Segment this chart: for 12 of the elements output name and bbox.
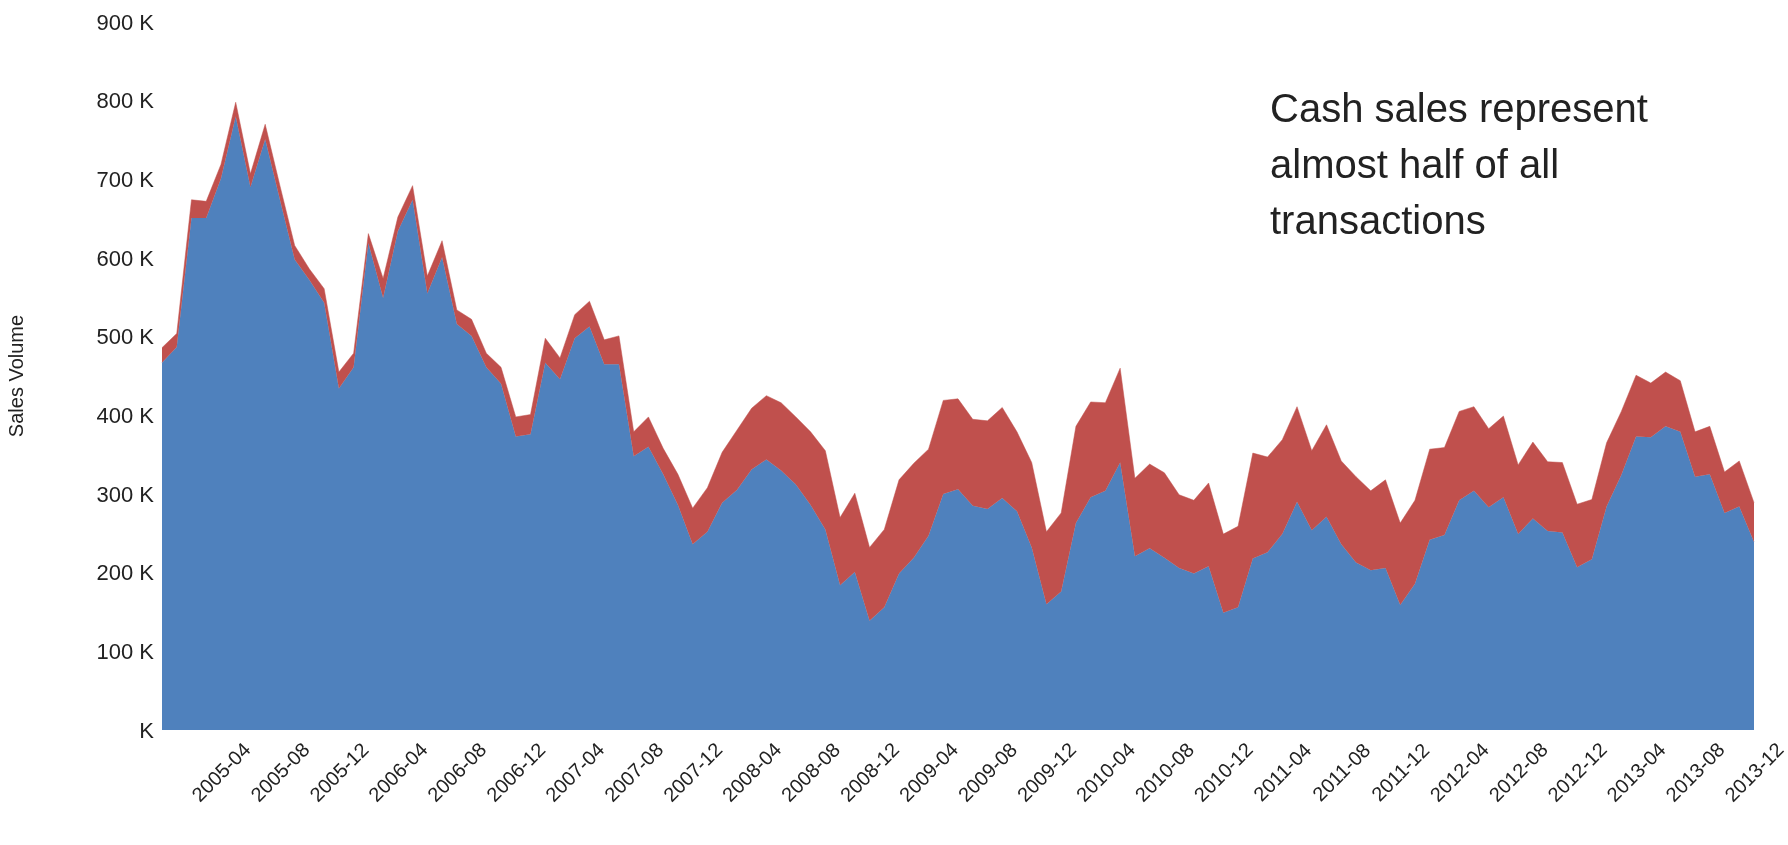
annotation-text: Cash sales represent almost half of all transactions xyxy=(1270,85,1649,244)
y-tick-label: 300 K xyxy=(96,481,155,507)
y-tick-label: 200 K xyxy=(96,560,155,586)
y-tick-label: 100 K xyxy=(96,639,155,665)
y-tick-label: 900 K xyxy=(96,9,155,35)
y-tick-label: 700 K xyxy=(96,167,155,193)
y-tick-label: 800 K xyxy=(96,88,155,114)
y-tick-label: 600 K xyxy=(96,245,155,271)
y-axis-title: Sales Volume xyxy=(5,314,28,438)
y-tick-label: K xyxy=(139,717,155,743)
y-tick-label: 400 K xyxy=(96,403,155,429)
y-tick-label: 500 K xyxy=(96,324,155,350)
